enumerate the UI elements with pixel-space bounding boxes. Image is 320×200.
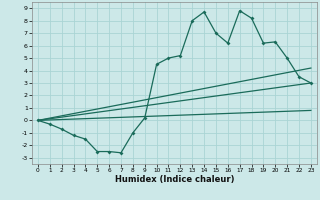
X-axis label: Humidex (Indice chaleur): Humidex (Indice chaleur) <box>115 175 234 184</box>
